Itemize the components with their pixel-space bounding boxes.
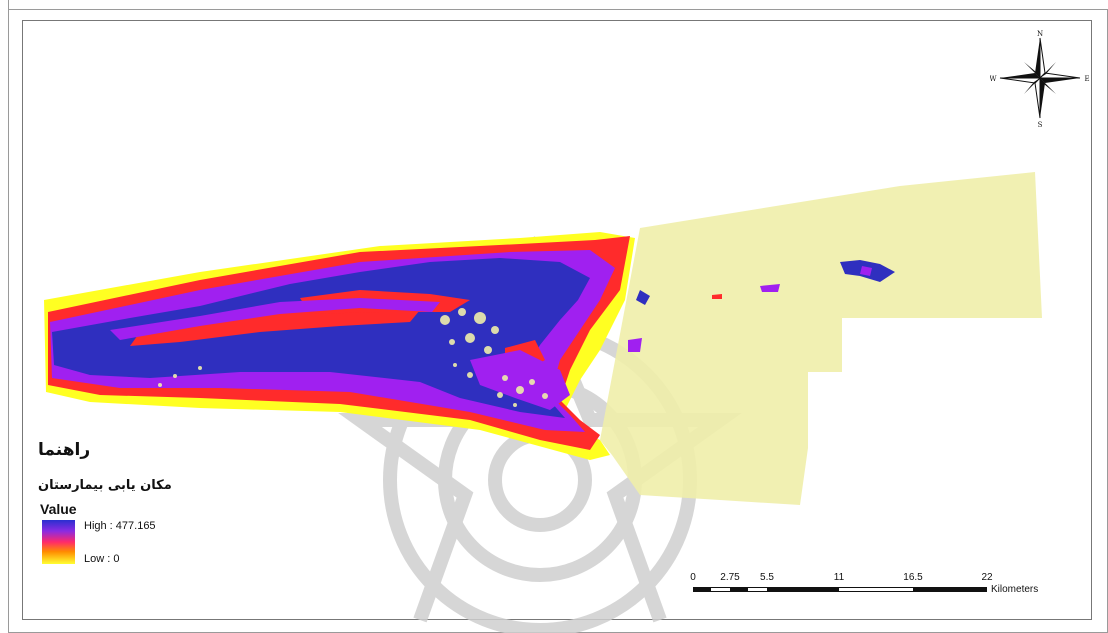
scale-segment	[693, 587, 711, 592]
eastern-patches	[628, 260, 895, 352]
scale-segment	[913, 587, 987, 592]
compass-rose-icon: N S E W	[989, 30, 1089, 129]
north-label: N	[1037, 30, 1043, 38]
south-label: S	[1038, 121, 1043, 128]
map-legend: راهنما مکان یابی بیمارستان Value High : …	[38, 440, 238, 580]
legend-high-label: High : 477.165	[84, 520, 156, 532]
scale-unit-label: Kilometers	[991, 584, 1039, 595]
scale-segment	[730, 587, 748, 592]
top-ruler	[0, 0, 1108, 10]
north-arrow: N S E W	[989, 28, 1090, 129]
west-label: W	[990, 75, 997, 83]
urban-speckle	[158, 308, 548, 407]
scale-segment	[748, 587, 767, 592]
scale-label: 22	[981, 572, 993, 583]
scale-segment	[767, 587, 839, 592]
scale-label: 2.75	[720, 572, 740, 583]
legend-field-label: Value	[40, 501, 77, 517]
legend-low-label: Low : 0	[84, 553, 120, 565]
scale-bar: 0 2.75 5.5 11 16.5 22 Kilometers	[688, 572, 1068, 602]
scale-label: 16.5	[903, 572, 923, 583]
scale-label: 11	[833, 572, 845, 583]
study-area-base	[600, 172, 1042, 505]
legend-color-ramp	[42, 520, 75, 564]
east-label: E	[1084, 75, 1089, 83]
legend-layer-name: مکان یابی بیمارستان	[38, 478, 172, 493]
legend-title: راهنما	[38, 440, 91, 460]
scale-segment	[839, 587, 913, 592]
scale-segment	[711, 587, 730, 592]
scale-label: 0	[690, 572, 696, 583]
scale-label: 5.5	[760, 572, 774, 583]
left-ruler	[0, 0, 9, 633]
